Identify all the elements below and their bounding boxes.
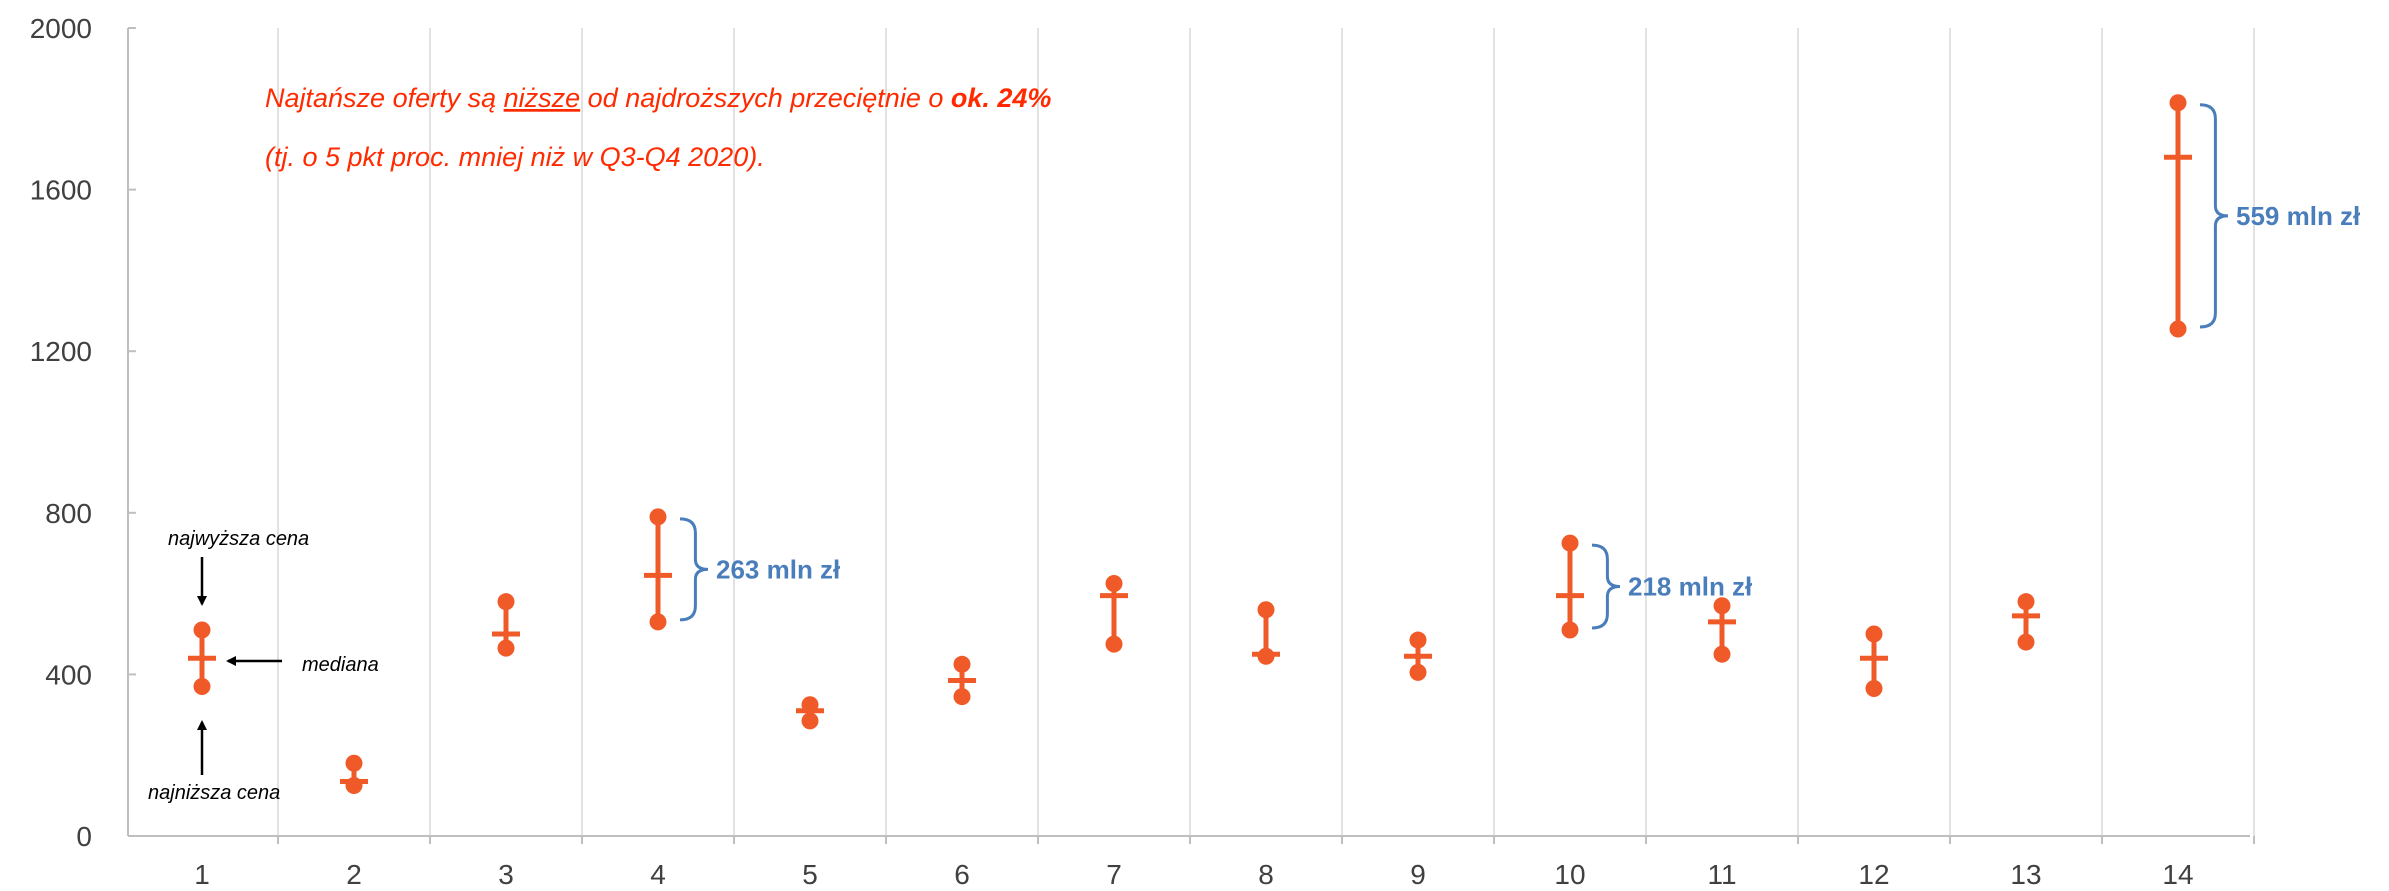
high-price-point bbox=[649, 508, 667, 526]
low-price-point bbox=[953, 688, 971, 706]
x-tick-label: 1 bbox=[194, 859, 210, 890]
low-price-point bbox=[345, 777, 363, 794]
low-price-point bbox=[1105, 635, 1123, 653]
y-tick-label: 2000 bbox=[30, 13, 92, 44]
price-range-2 bbox=[340, 754, 368, 794]
low-price-point bbox=[2169, 320, 2187, 338]
low-price-point bbox=[2017, 633, 2035, 651]
x-tick-label: 3 bbox=[498, 859, 514, 890]
x-tick-label: 11 bbox=[1707, 859, 1736, 890]
brace-shape bbox=[1591, 543, 1621, 630]
high-price-point bbox=[497, 593, 515, 611]
legend-high-label: najwyższa cena bbox=[168, 528, 309, 550]
high-price-point bbox=[953, 655, 971, 673]
brace-shape bbox=[679, 517, 709, 622]
low-price-point bbox=[497, 639, 515, 657]
high-price-point bbox=[1713, 597, 1731, 615]
price-range-8 bbox=[1252, 601, 1280, 665]
price-range-13 bbox=[2012, 593, 2040, 651]
annotation-note: Najtańsze oferty są niższe od najdroższy… bbox=[265, 83, 1051, 172]
high-price-point bbox=[345, 754, 363, 772]
price-range-5 bbox=[796, 696, 824, 730]
low-price-point bbox=[1409, 663, 1427, 681]
y-tick-label: 800 bbox=[45, 498, 92, 529]
x-tick-label: 7 bbox=[1106, 859, 1122, 890]
range-braces: 263 mln zł 218 mln zł 559 mln zł bbox=[679, 103, 2361, 630]
high-price-point bbox=[1257, 601, 1275, 619]
low-price-point bbox=[1713, 645, 1731, 663]
range-brace-10: 218 mln zł bbox=[1591, 543, 1753, 630]
price-range-12 bbox=[1860, 625, 1888, 698]
legend-low-label: najniższa cena bbox=[148, 782, 280, 804]
high-price-point bbox=[1561, 534, 1579, 552]
x-tick-label: 12 bbox=[1858, 859, 1889, 890]
low-price-point bbox=[193, 678, 211, 696]
annotation-line-2: (tj. o 5 pkt proc. mniej niż w Q3-Q4 202… bbox=[265, 142, 765, 172]
range-brace-4: 263 mln zł bbox=[679, 517, 841, 622]
x-tick-label: 2 bbox=[346, 859, 362, 890]
price-range-4 bbox=[644, 508, 672, 631]
range-brace-14: 559 mln zł bbox=[2199, 103, 2361, 329]
high-price-point bbox=[1865, 625, 1883, 643]
x-tick-label: 9 bbox=[1410, 859, 1426, 890]
low-price-point bbox=[801, 712, 819, 730]
price-range-7 bbox=[1100, 575, 1128, 653]
price-range-10 bbox=[1556, 534, 1584, 639]
annotation-line-1: Najtańsze oferty są niższe od najdroższy… bbox=[265, 83, 1051, 113]
legend-median-label: mediana bbox=[302, 654, 379, 676]
high-price-point bbox=[193, 621, 211, 639]
data-marks bbox=[188, 94, 2192, 794]
x-tick-label: 4 bbox=[650, 859, 666, 890]
low-price-point bbox=[1865, 680, 1883, 698]
x-tick-label: 5 bbox=[802, 859, 818, 890]
price-range-6 bbox=[948, 655, 976, 706]
y-tick-label: 1600 bbox=[30, 175, 92, 206]
x-tick-label: 13 bbox=[2010, 859, 2041, 890]
low-price-point bbox=[1561, 621, 1579, 639]
high-price-point bbox=[1409, 631, 1427, 649]
price-range-3 bbox=[492, 593, 520, 657]
price-range-14 bbox=[2164, 94, 2192, 338]
y-tick-label: 1200 bbox=[30, 336, 92, 367]
brace-shape bbox=[2199, 103, 2229, 329]
range-label: 559 mln zł bbox=[2236, 201, 2361, 231]
range-label: 263 mln zł bbox=[716, 554, 841, 584]
x-tick-label: 8 bbox=[1258, 859, 1274, 890]
price-range-11 bbox=[1708, 597, 1736, 663]
y-tick-label: 400 bbox=[45, 659, 92, 690]
low-price-point bbox=[1257, 647, 1275, 665]
price-range-1 bbox=[188, 621, 216, 696]
x-tick-label: 10 bbox=[1554, 859, 1585, 890]
high-price-point bbox=[1105, 575, 1123, 592]
x-tick-label: 14 bbox=[2162, 859, 2193, 890]
price-range-9 bbox=[1404, 631, 1432, 681]
x-tick-label: 6 bbox=[954, 859, 970, 890]
range-label: 218 mln zł bbox=[1628, 572, 1753, 602]
high-price-point bbox=[2169, 94, 2187, 112]
high-price-point bbox=[2017, 593, 2035, 611]
high-price-point bbox=[801, 696, 819, 714]
legend-explainer: najwyższa cena mediana najniższa cena bbox=[148, 528, 379, 804]
grid-lines bbox=[277, 28, 2255, 836]
y-tick-label: 0 bbox=[76, 821, 92, 852]
low-price-point bbox=[649, 613, 667, 631]
